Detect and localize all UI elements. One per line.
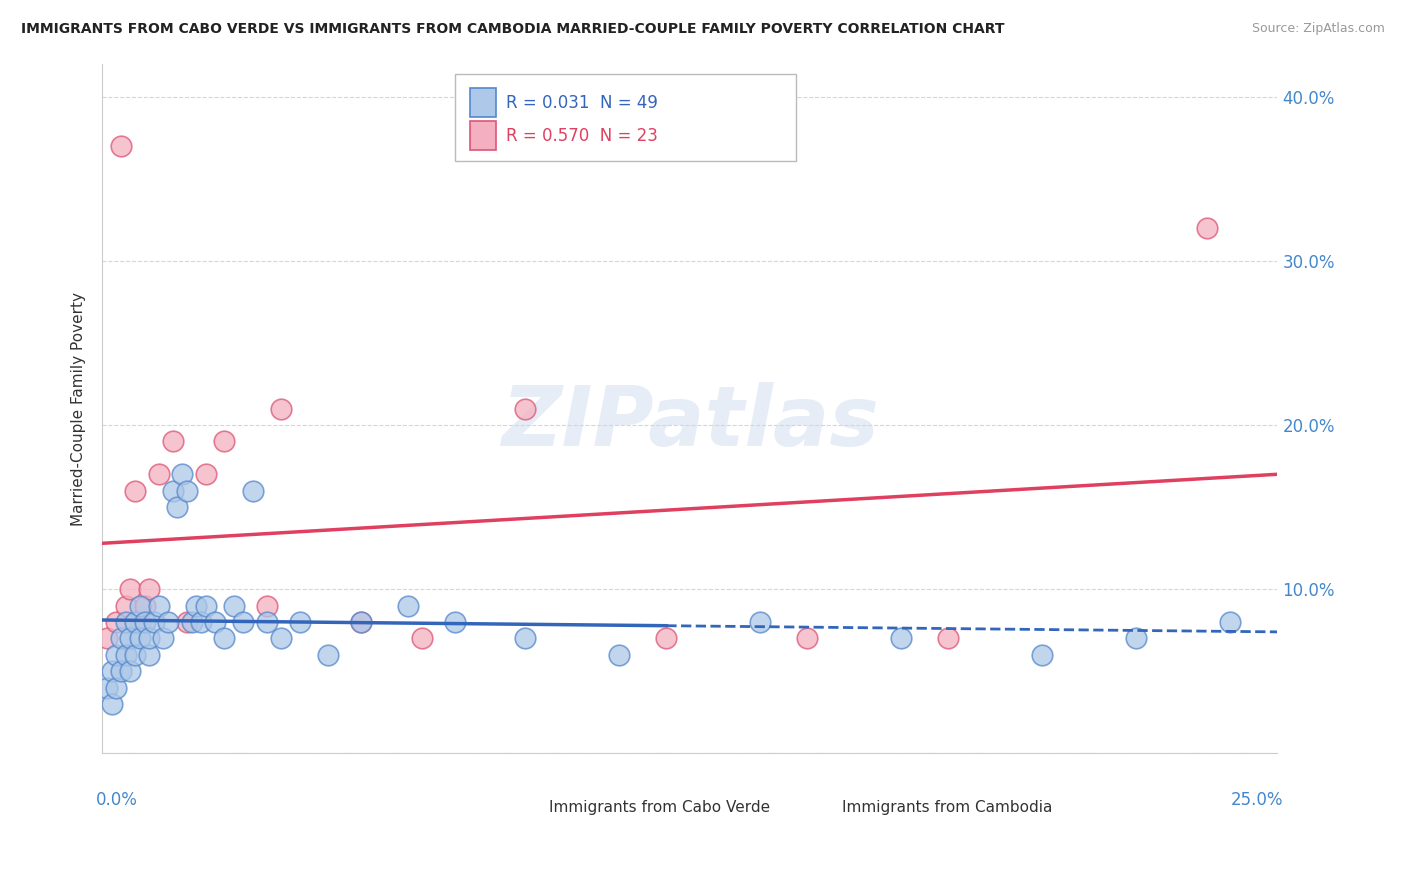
Point [110,139,132,153]
Point [128,615,150,629]
Text: 0.0%: 0.0% [97,791,138,809]
Point [396,599,419,613]
FancyBboxPatch shape [454,74,796,161]
Point [142,615,165,629]
Point [124,648,146,662]
Point [443,615,465,629]
Point [270,401,292,416]
Y-axis label: Married-Couple Family Poverty: Married-Couple Family Poverty [72,292,86,525]
Point [157,615,180,629]
Bar [470,121,496,150]
Text: Source: ZipAtlas.com: Source: ZipAtlas.com [1251,22,1385,36]
Point [148,467,170,482]
Bar [470,88,496,117]
Bar [513,799,537,815]
Point [128,599,150,613]
Point [411,632,433,646]
Point [190,615,212,629]
Point [288,615,311,629]
Point [100,664,122,678]
Point [114,648,136,662]
Point [105,681,128,695]
Point [350,615,373,629]
Point [350,615,373,629]
Point [515,632,537,646]
Point [134,615,156,629]
Point [186,599,208,613]
Point [204,615,226,629]
Text: Immigrants from Cambodia: Immigrants from Cambodia [842,800,1053,814]
Point [114,599,136,613]
Point [138,582,160,596]
Point [180,615,202,629]
Text: R = 0.570  N = 23: R = 0.570 N = 23 [506,127,658,145]
Point [256,615,278,629]
Point [176,483,198,498]
Point [172,467,194,482]
Point [134,599,156,613]
Point [128,632,150,646]
Point [124,483,146,498]
Point [256,599,278,613]
Point [120,632,142,646]
Point [100,697,122,711]
Point [120,582,142,596]
Point [166,500,188,514]
Text: ZIPatlas: ZIPatlas [501,382,879,463]
Point [316,648,339,662]
Point [162,483,184,498]
Bar [807,799,831,815]
Point [96,681,118,695]
Point [242,483,264,498]
Text: 25.0%: 25.0% [1230,791,1284,809]
Point [890,632,912,646]
Point [749,615,772,629]
Point [214,632,236,646]
Point [96,632,118,646]
Point [114,615,136,629]
Point [138,632,160,646]
Point [194,599,217,613]
Point [1031,648,1053,662]
Point [607,648,630,662]
Point [1195,221,1218,235]
Point [176,615,198,629]
Point [138,648,160,662]
Point [270,632,292,646]
Point [124,615,146,629]
Point [1219,615,1241,629]
Point [232,615,254,629]
Text: IMMIGRANTS FROM CABO VERDE VS IMMIGRANTS FROM CAMBODIA MARRIED-COUPLE FAMILY POV: IMMIGRANTS FROM CABO VERDE VS IMMIGRANTS… [21,22,1005,37]
Text: Immigrants from Cabo Verde: Immigrants from Cabo Verde [548,800,769,814]
Point [105,648,128,662]
Point [222,599,245,613]
Point [120,664,142,678]
Text: R = 0.031  N = 49: R = 0.031 N = 49 [506,94,658,112]
Point [152,632,174,646]
Point [148,599,170,613]
Point [515,401,537,416]
Point [655,632,678,646]
Point [194,467,217,482]
Point [110,632,132,646]
Point [214,434,236,449]
Point [796,632,818,646]
Point [1125,632,1147,646]
Point [110,664,132,678]
Point [936,632,959,646]
Point [162,434,184,449]
Point [105,615,128,629]
